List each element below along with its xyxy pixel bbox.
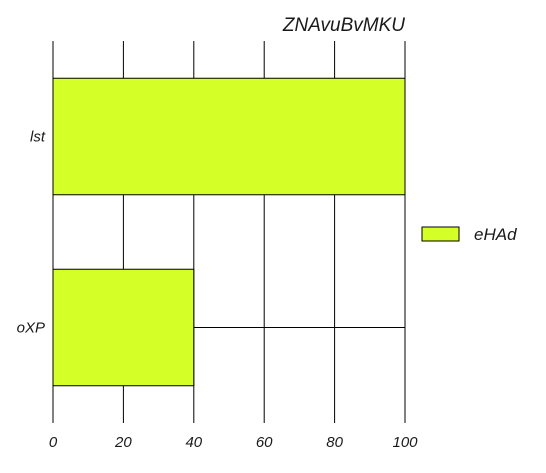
x-tick-label: 40 bbox=[185, 434, 202, 451]
bars bbox=[52, 77, 406, 387]
axes: 0 20 40 60 80 100 lst oXP bbox=[17, 129, 419, 452]
legend-swatch bbox=[421, 226, 460, 242]
bar-lst bbox=[52, 77, 406, 196]
x-tick-label: 0 bbox=[49, 434, 58, 451]
legend: eHAd bbox=[421, 225, 517, 244]
y-tick-label: lst bbox=[30, 129, 46, 146]
chart-title: ZNAvuBvMKU bbox=[282, 15, 405, 36]
y-tick-label: oXP bbox=[17, 320, 45, 337]
legend-label: eHAd bbox=[474, 225, 517, 244]
x-tick-label: 60 bbox=[256, 434, 273, 451]
x-tick-label: 20 bbox=[114, 434, 132, 451]
x-tick-label: 80 bbox=[326, 434, 343, 451]
bar-oXP bbox=[52, 268, 195, 387]
x-tick-label: 100 bbox=[392, 434, 418, 451]
